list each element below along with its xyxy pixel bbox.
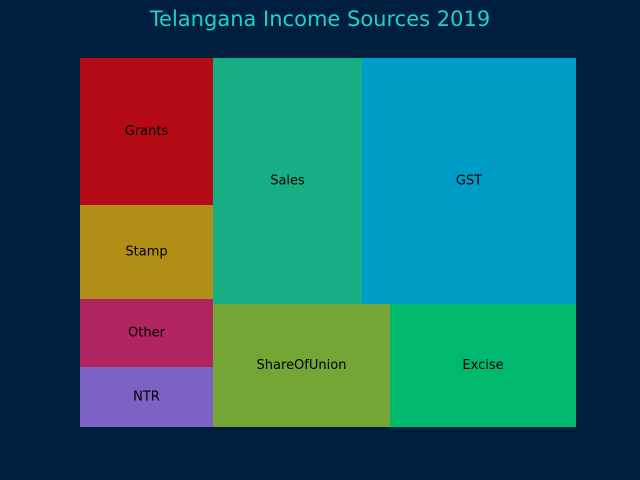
tile-label-other: Other — [128, 326, 166, 341]
tile-label-sales: Sales — [270, 174, 305, 189]
tile-label-excise: Excise — [462, 358, 503, 373]
tile-grants — [80, 58, 213, 205]
tile-label-grants: Grants — [125, 124, 169, 139]
tile-other — [80, 299, 213, 367]
tile-label-gst: GST — [456, 174, 482, 189]
tile-label-shareofunion: ShareOfUnion — [257, 358, 347, 373]
tile-gst — [362, 58, 576, 304]
tile-excise — [390, 304, 576, 427]
tile-shareofunion — [213, 304, 390, 427]
tile-label-ntr: NTR — [133, 390, 160, 405]
tile-label-stamp: Stamp — [125, 245, 167, 260]
chart-title: Telangana Income Sources 2019 — [149, 7, 491, 31]
tile-sales — [213, 58, 362, 304]
tile-stamp — [80, 205, 213, 299]
tile-ntr — [80, 367, 213, 427]
